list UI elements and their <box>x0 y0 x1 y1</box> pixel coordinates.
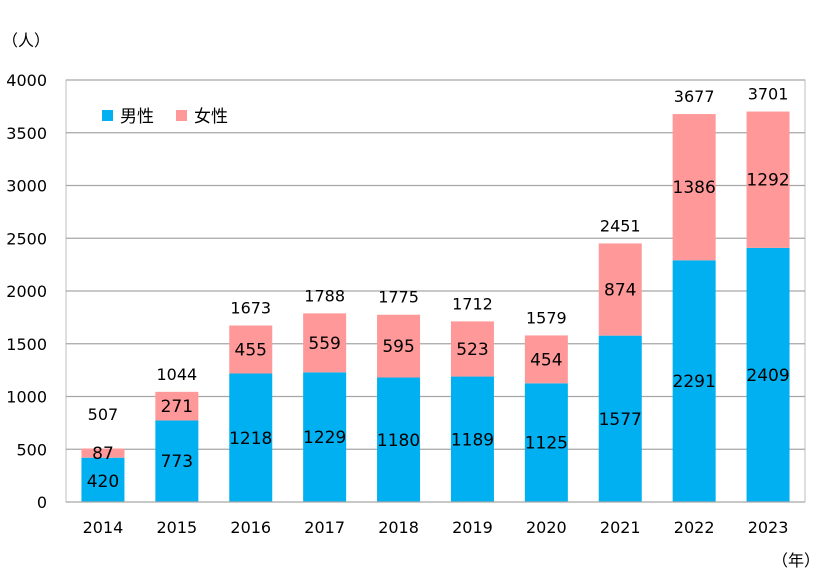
bar-female-2020 <box>524 335 568 384</box>
label-female-2018: 595 <box>382 337 414 357</box>
y-tick-label-1500: 1500 <box>6 335 47 354</box>
y-tick-label-0: 0 <box>37 493 47 512</box>
bar-female-2022 <box>672 114 716 261</box>
x-tick-label-2023: 2023 <box>748 518 789 537</box>
bar-male-2016 <box>229 373 273 502</box>
label-male-2018: 1180 <box>377 431 420 451</box>
x-tick-label-2020: 2020 <box>526 518 567 537</box>
label-total-2015: 1044 <box>156 365 197 384</box>
label-female-2020: 454 <box>530 350 562 370</box>
y-tick-label-3500: 3500 <box>6 124 47 143</box>
legend: 男性 女性 <box>102 107 228 127</box>
label-total-2020: 1579 <box>526 308 567 327</box>
bar-female-2017 <box>303 313 347 373</box>
label-female-2023: 1292 <box>746 171 789 191</box>
x-axis-unit-label: （年） <box>772 551 820 570</box>
label-total-2023: 3701 <box>748 85 789 104</box>
label-female-2015: 271 <box>161 397 193 417</box>
label-total-2022: 3677 <box>674 87 715 106</box>
label-male-2021: 1577 <box>599 410 642 430</box>
label-female-2021: 874 <box>604 281 636 301</box>
bar-female-2023 <box>746 111 790 248</box>
legend-swatch-female <box>176 110 187 121</box>
data-labels: 420 87 507 773 271 1044 1218 455 1673 1229 559 1788… <box>87 85 790 492</box>
label-male-2019: 1189 <box>451 430 494 450</box>
x-tick-label-2021: 2021 <box>600 518 641 537</box>
label-male-2016: 1218 <box>229 429 272 449</box>
y-tick-label-3000: 3000 <box>6 177 47 196</box>
x-tick-label-2015: 2015 <box>156 518 197 537</box>
bar-male-2017 <box>303 372 347 502</box>
label-male-2023: 2409 <box>746 366 789 386</box>
legend-label-male: 男性 <box>120 107 154 127</box>
bar-male-2014 <box>81 457 125 502</box>
label-female-2019: 523 <box>456 340 488 360</box>
label-total-2016: 1673 <box>230 298 271 317</box>
label-total-2017: 1788 <box>304 286 345 305</box>
bar-female-2015 <box>155 391 199 421</box>
label-total-2014: 507 <box>88 405 119 424</box>
bar-male-2021 <box>598 335 642 502</box>
bar-male-2022 <box>672 260 716 502</box>
legend-label-female: 女性 <box>194 107 228 127</box>
y-tick-label-2000: 2000 <box>6 282 47 301</box>
label-total-2021: 2451 <box>600 216 641 235</box>
label-male-2022: 2291 <box>673 372 716 392</box>
y-tick-label-500: 500 <box>16 440 47 459</box>
legend-swatch-male <box>102 110 113 121</box>
bar-male-2019 <box>450 376 494 502</box>
x-tick-label-2016: 2016 <box>230 518 271 537</box>
x-tick-label-2022: 2022 <box>674 518 715 537</box>
bar-female-2021 <box>598 243 642 336</box>
label-male-2017: 1229 <box>303 428 346 448</box>
label-female-2022: 1386 <box>673 178 716 198</box>
label-female-2014: 87 <box>92 444 114 464</box>
x-tick-label-2017: 2017 <box>304 518 345 537</box>
label-male-2020: 1125 <box>525 434 568 454</box>
label-total-2018: 1775 <box>378 288 419 307</box>
bar-female-2019 <box>450 321 494 377</box>
bar-male-2018 <box>377 377 421 502</box>
bars <box>81 111 790 502</box>
y-tick-label-4000: 4000 <box>6 71 47 90</box>
y-tick-label-1000: 1000 <box>6 388 47 407</box>
x-tick-label-2019: 2019 <box>452 518 493 537</box>
bar-male-2023 <box>746 247 790 502</box>
y-tick-label-2500: 2500 <box>6 229 47 248</box>
label-male-2015: 773 <box>161 452 193 472</box>
y-axis-unit-label: （人） <box>2 31 50 50</box>
axes: 0 500 1000 1500 2000 2500 3000 3500 4000 2014 2015… <box>6 71 805 537</box>
label-total-2019: 1712 <box>452 294 493 313</box>
x-tick-label-2014: 2014 <box>83 518 124 537</box>
bar-male-2015 <box>155 420 199 502</box>
bar-female-2016 <box>229 325 273 374</box>
x-tick-label-2018: 2018 <box>378 518 419 537</box>
bar-female-2014 <box>81 448 125 458</box>
label-female-2016: 455 <box>235 340 267 360</box>
label-male-2014: 420 <box>87 472 119 492</box>
bar-male-2020 <box>524 383 568 502</box>
label-female-2017: 559 <box>308 334 340 354</box>
bar-female-2018 <box>377 314 421 378</box>
